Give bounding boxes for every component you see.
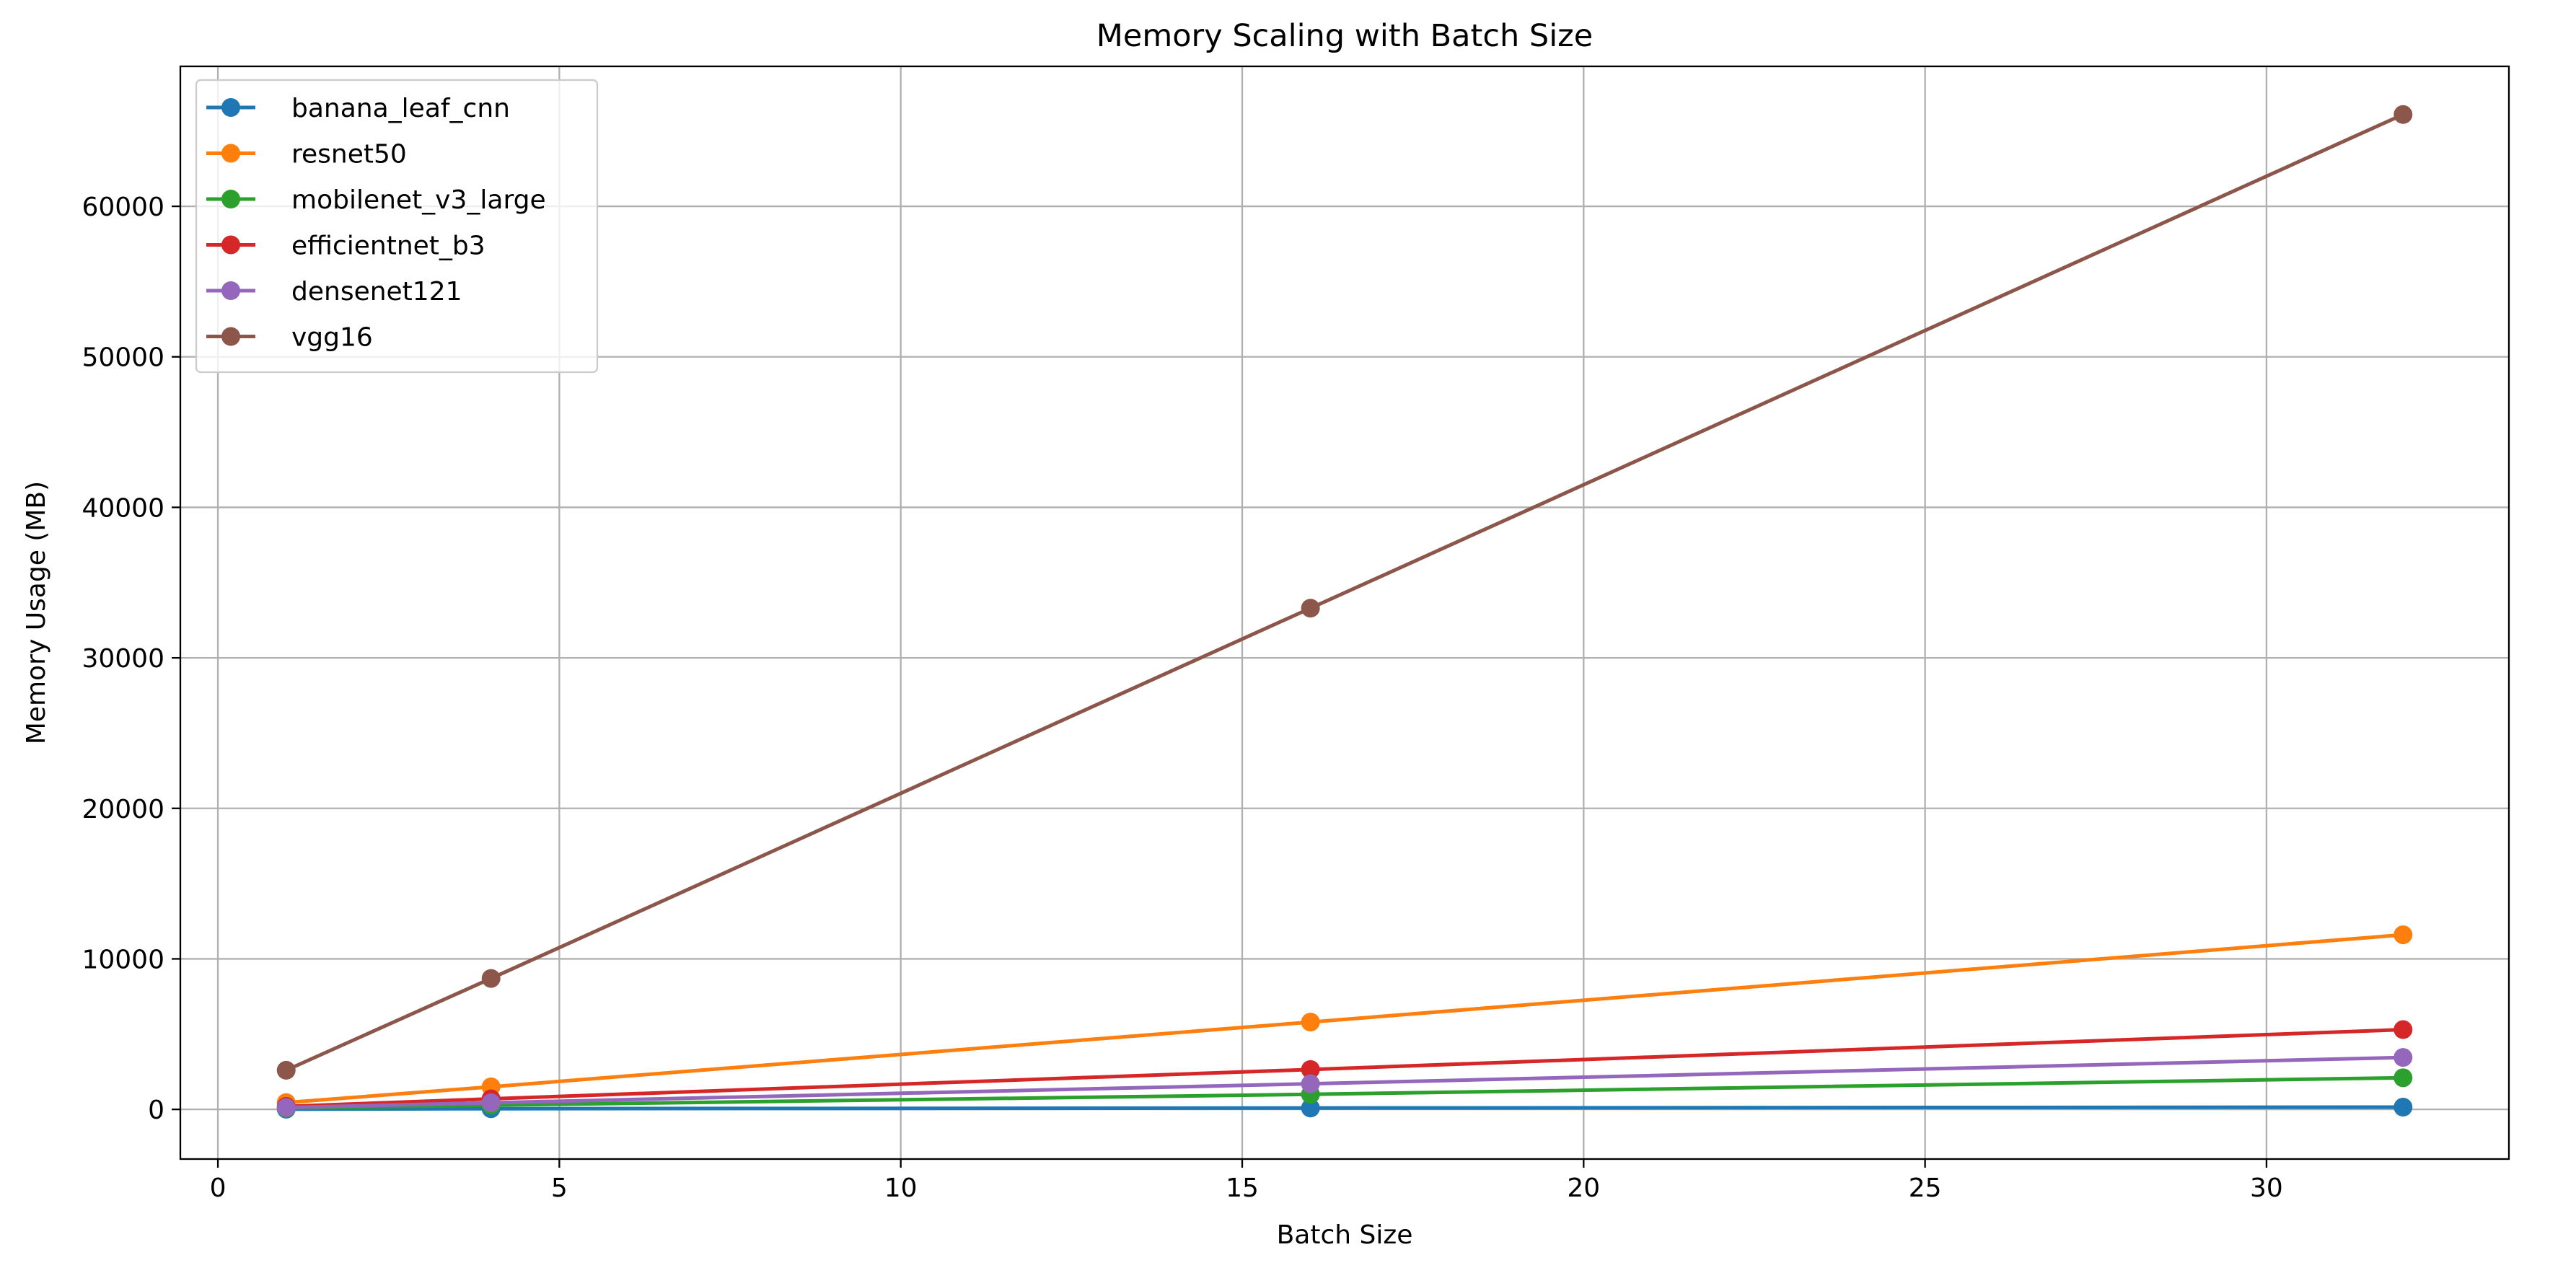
legend-item: efficientnet_b3: [206, 232, 485, 261]
x-tick-label: 30: [2250, 1173, 2283, 1203]
series-line: [284, 1055, 2405, 1110]
y-tick-label: 30000: [82, 644, 164, 674]
legend-box: [195, 79, 599, 374]
legend-marker: [221, 281, 240, 300]
legend-item: banana_leaf_cnn: [206, 94, 510, 123]
data-point: [276, 1060, 296, 1080]
legend: banana_leaf_cnn resnet50 mobilenet_v3_larg…: [195, 79, 599, 374]
data-point: [1301, 1074, 1320, 1093]
series-line: [284, 113, 2405, 1072]
series-line: [284, 1028, 2405, 1109]
x-axis-label: Batch Size: [1277, 1220, 1413, 1250]
y-tick-label: 60000: [82, 193, 164, 222]
data-point: [2393, 1048, 2413, 1067]
series-line: [284, 1105, 2405, 1111]
data-point: [2393, 1020, 2413, 1039]
legend-label: mobilenet_v3_large: [291, 185, 546, 215]
legend-item: resnet50: [206, 140, 407, 169]
legend-label: densenet121: [291, 277, 462, 307]
x-tick-label: 25: [1909, 1173, 1942, 1203]
data-point: [2393, 925, 2413, 945]
y-axis-ticks: 0 10000 20000 30000 40000 50000 60000: [82, 193, 180, 1125]
y-tick-label: 10000: [82, 945, 164, 974]
x-tick-label: 5: [551, 1173, 568, 1203]
data-point: [2393, 1068, 2413, 1088]
chart-title: Memory Scaling with Batch Size: [1096, 18, 1593, 54]
data-point: [481, 969, 501, 988]
legend-label: resnet50: [291, 140, 407, 169]
x-tick-label: 20: [1567, 1173, 1600, 1203]
data-point: [1301, 1060, 1320, 1079]
y-tick-label: 0: [148, 1096, 164, 1125]
legend-marker: [221, 190, 240, 208]
legend-marker: [221, 144, 240, 163]
y-tick-label: 50000: [82, 343, 164, 373]
data-point: [1301, 1098, 1320, 1118]
legend-marker: [221, 235, 240, 255]
series-line: [284, 933, 2405, 1105]
legend-item: mobilenet_v3_large: [206, 185, 546, 215]
x-tick-label: 15: [1226, 1173, 1259, 1203]
series-vgg16: [276, 105, 2413, 1080]
axes-frame: [179, 65, 2510, 1160]
legend-label: efficientnet_b3: [291, 232, 485, 261]
legend-item: densenet121: [206, 277, 462, 307]
data-point: [276, 1098, 296, 1117]
plot-series: [276, 105, 2413, 1119]
legend-label: vgg16: [291, 323, 373, 353]
series-densenet121: [276, 1048, 2413, 1117]
data-point: [1301, 1013, 1320, 1032]
legend-label: banana_leaf_cnn: [291, 94, 510, 123]
data-point: [2393, 1098, 2413, 1117]
x-tick-label: 0: [210, 1173, 227, 1203]
y-axis-label: Memory Usage (MB): [22, 481, 51, 744]
legend-item: vgg16: [206, 323, 373, 353]
y-tick-label: 40000: [82, 493, 164, 523]
data-point: [481, 1093, 501, 1112]
legend-marker: [221, 327, 240, 346]
data-point: [1301, 599, 1320, 618]
x-tick-label: 10: [884, 1173, 918, 1203]
y-tick-label: 20000: [82, 795, 164, 824]
x-axis-ticks: 0 5 10 15 20 25 30: [210, 1159, 2283, 1203]
data-point: [2393, 105, 2413, 124]
legend-marker: [221, 98, 240, 117]
